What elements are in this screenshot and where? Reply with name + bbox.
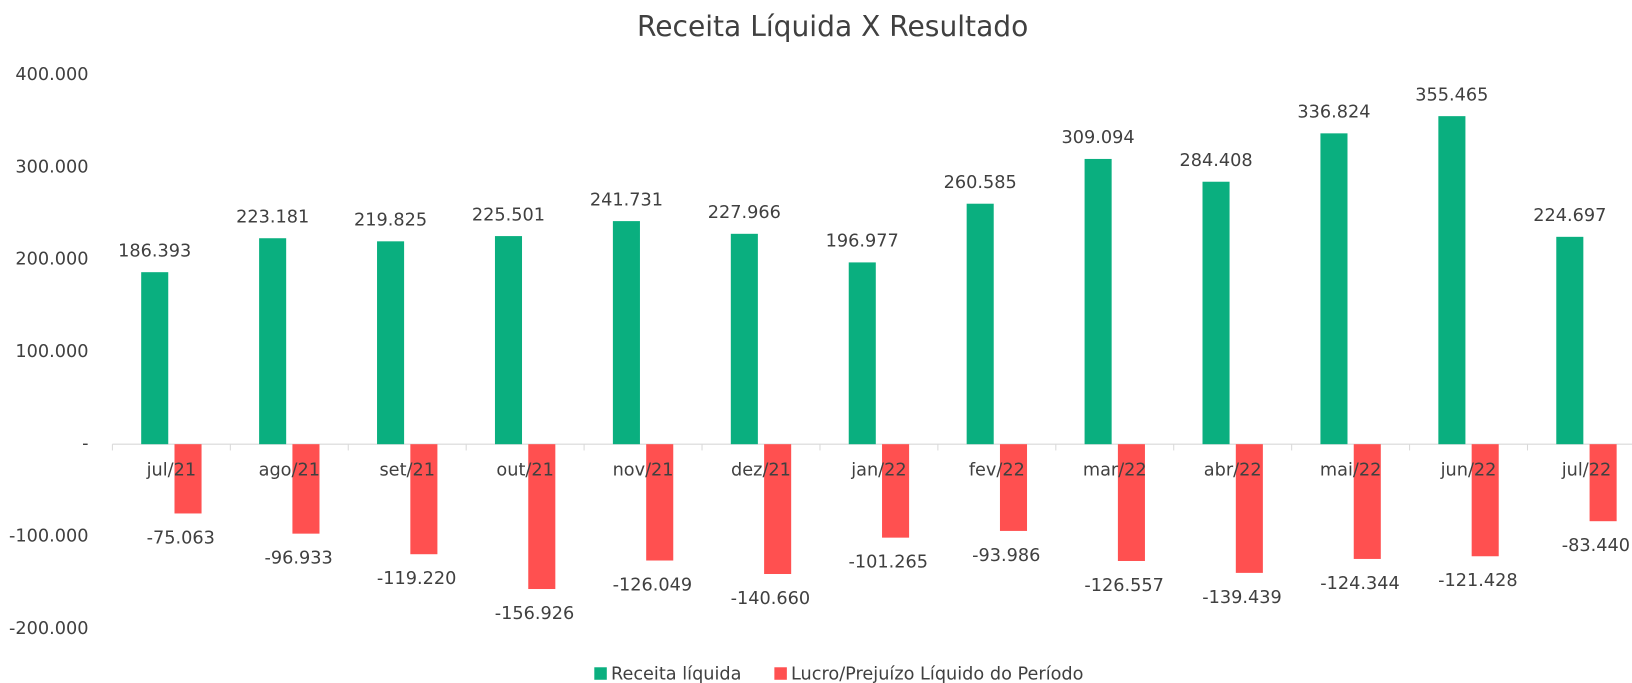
data-label: -126.557 (1084, 576, 1164, 596)
bar (612, 221, 640, 445)
bar (494, 236, 523, 445)
y-tick-label: - (82, 434, 88, 454)
bar (528, 444, 556, 590)
bar (764, 444, 792, 575)
bar (1556, 236, 1584, 445)
data-label: -93.986 (972, 546, 1040, 566)
bar (730, 233, 758, 445)
data-label: 227.966 (708, 203, 781, 223)
bar (292, 444, 320, 534)
y-tick-label: 400.000 (15, 65, 88, 85)
data-label: 186.393 (118, 241, 191, 261)
data-label: 225.501 (472, 205, 545, 225)
data-label: 223.181 (236, 207, 309, 227)
bar (377, 241, 405, 445)
data-label: -121.428 (1438, 571, 1518, 591)
x-tick-label: abr/22 (1204, 461, 1262, 481)
x-tick-label: set/21 (379, 461, 434, 481)
y-tick-label: 100.000 (15, 342, 88, 362)
bar (1320, 133, 1348, 445)
data-label: -119.220 (377, 569, 457, 589)
y-tick-label: -100.000 (9, 526, 89, 546)
bar (259, 238, 287, 445)
data-label: -139.439 (1202, 588, 1282, 608)
bar (1202, 181, 1230, 445)
data-label: -156.926 (495, 604, 575, 624)
data-label: -126.049 (613, 575, 693, 595)
data-label: 284.408 (1179, 151, 1252, 171)
x-tick-label: nov/21 (613, 461, 674, 481)
x-tick-label: mai/22 (1320, 461, 1381, 481)
x-tick-label: dez/21 (731, 461, 791, 481)
data-label: 241.731 (590, 190, 663, 210)
bar (848, 262, 876, 445)
x-tick-label: jan/22 (850, 461, 906, 481)
data-label: -75.063 (147, 528, 215, 548)
y-tick-label: 200.000 (15, 250, 88, 270)
bar (1084, 158, 1112, 445)
data-label: 219.825 (354, 211, 427, 231)
bar (1471, 444, 1499, 557)
bar (966, 203, 994, 445)
legend-swatch (594, 667, 607, 680)
x-tick-label: mar/22 (1083, 461, 1147, 481)
x-tick-label: jun/22 (1440, 461, 1497, 481)
x-tick-label: jul/21 (146, 461, 197, 481)
x-tick-label: out/21 (496, 461, 553, 481)
x-tick-label: fev/22 (969, 461, 1025, 481)
data-label: -124.344 (1320, 574, 1400, 594)
bar (1117, 444, 1145, 561)
bar (646, 444, 674, 561)
data-label: 355.465 (1415, 85, 1488, 105)
data-label: -96.933 (265, 549, 333, 569)
chart-title: Receita Líquida X Resultado (637, 10, 1028, 43)
data-label: -101.265 (849, 553, 929, 573)
y-tick-label: -200.000 (9, 619, 89, 639)
data-label: 260.585 (944, 173, 1017, 193)
y-tick-label: 300.000 (15, 157, 88, 177)
legend-swatch (774, 667, 787, 680)
bar (141, 272, 169, 445)
bar (1589, 444, 1617, 522)
legend-label: Lucro/Prejuízo Líquido do Período (791, 665, 1083, 683)
x-tick-label: jul/22 (1561, 461, 1612, 481)
x-tick-label: ago/21 (259, 461, 320, 481)
legend-label: Receita líquida (611, 665, 742, 683)
bar (1438, 116, 1466, 445)
data-label: 224.697 (1533, 206, 1606, 226)
bar (1353, 444, 1381, 559)
bar (410, 444, 438, 555)
data-label: 196.977 (826, 232, 899, 252)
data-label: -83.440 (1562, 536, 1630, 556)
data-label: 336.824 (1297, 103, 1370, 123)
bar (174, 444, 202, 514)
data-label: -140.660 (731, 589, 811, 609)
bar (999, 444, 1028, 531)
data-label: 309.094 (1062, 128, 1135, 148)
bar (1235, 444, 1263, 573)
bar (882, 444, 910, 538)
